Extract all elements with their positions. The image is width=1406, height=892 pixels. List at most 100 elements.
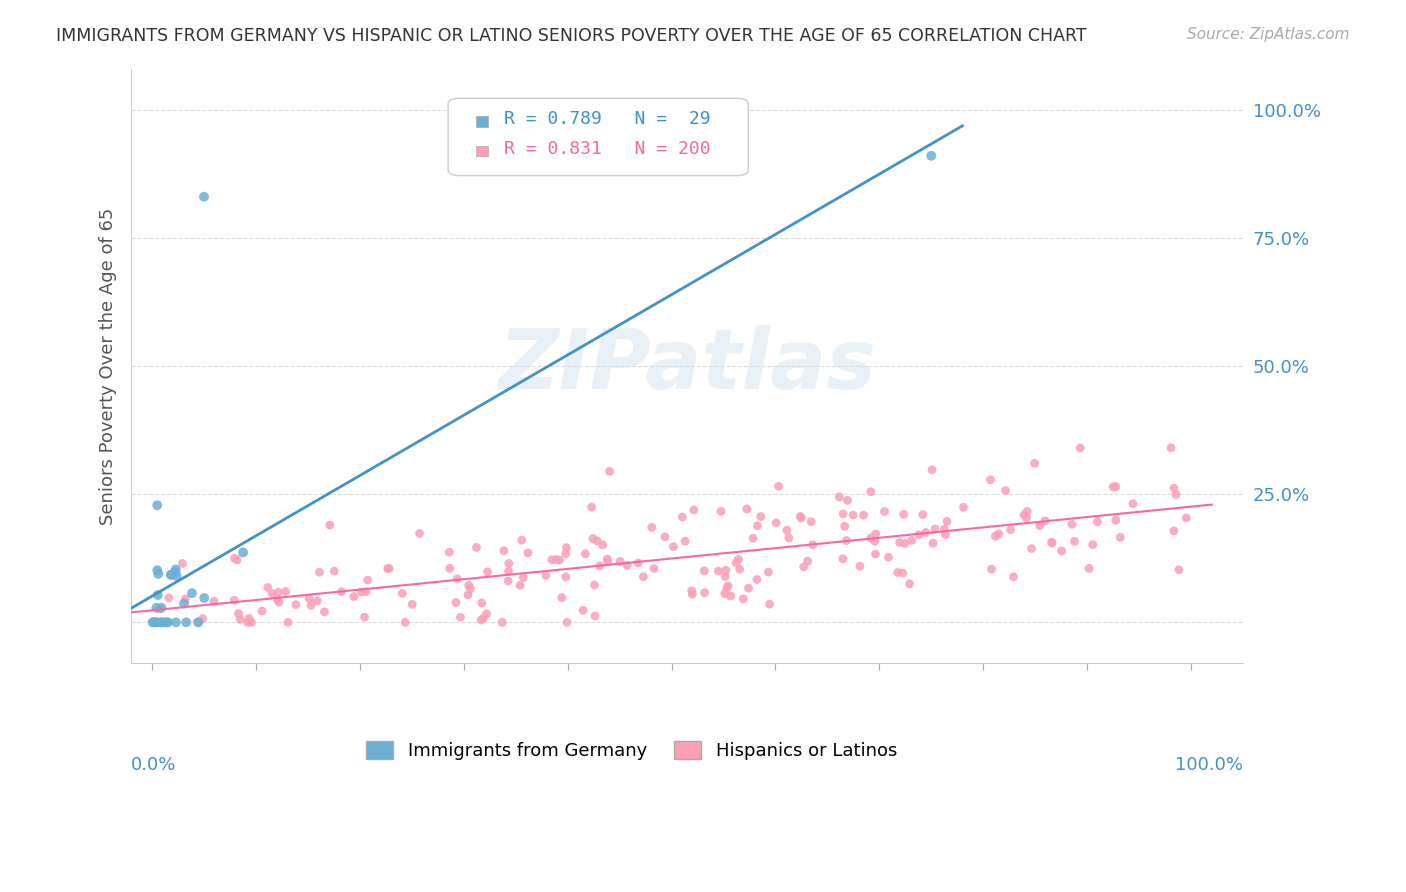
Point (262, 586, 284, 600)
Point (581, 500, 603, 514)
Point (662, 540, 685, 554)
Point (987, 527, 1010, 541)
Point (796, 554, 818, 568)
Point (193, 591, 215, 605)
Point (742, 531, 765, 545)
Point (457, 588, 479, 602)
Point (159, 567, 181, 582)
Point (554, 547, 576, 561)
Point (627, 556, 650, 570)
Point (548, 553, 571, 567)
Point (277, 615, 299, 630)
Point (733, 591, 755, 606)
Point (145, 600, 167, 615)
Point (793, 559, 815, 574)
Point (354, 584, 377, 599)
Point (224, 593, 246, 607)
Point (765, 516, 787, 530)
Point (835, 533, 858, 548)
Point (191, 612, 214, 626)
Point (314, 605, 336, 619)
Point (1109, 530, 1132, 544)
Point (596, 555, 619, 569)
Point (446, 572, 468, 586)
Point (900, 533, 922, 548)
Point (256, 581, 278, 595)
Point (727, 552, 749, 566)
Point (554, 570, 576, 584)
Point (889, 535, 911, 549)
Point (156, 615, 179, 630)
Point (150, 615, 173, 630)
Point (887, 566, 910, 580)
Point (924, 522, 946, 536)
Point (319, 518, 342, 533)
Point (391, 586, 413, 600)
Point (1029, 518, 1052, 533)
Point (745, 573, 768, 587)
Point (907, 527, 929, 541)
Point (153, 615, 176, 630)
Point (492, 543, 515, 558)
Point (717, 579, 740, 593)
Point (1050, 544, 1073, 558)
Point (496, 574, 519, 588)
Point (801, 538, 824, 552)
Point (747, 518, 769, 533)
Point (224, 551, 246, 566)
Point (274, 584, 297, 599)
Point (142, 615, 165, 630)
Point (1102, 480, 1125, 494)
Point (174, 615, 197, 630)
Point (671, 510, 693, 524)
Point (172, 557, 194, 571)
Point (898, 577, 921, 591)
Point (475, 607, 498, 621)
Point (720, 589, 742, 603)
Point (877, 550, 900, 565)
Point (450, 610, 472, 624)
Point (707, 564, 730, 578)
Point (1105, 480, 1128, 494)
Point (512, 571, 534, 585)
Point (307, 594, 329, 608)
Point (714, 586, 737, 600)
Point (465, 541, 488, 555)
Point (551, 591, 574, 605)
Point (1164, 487, 1187, 501)
Point (714, 563, 737, 577)
Point (145, 615, 167, 630)
Point (491, 615, 513, 630)
Point (1060, 517, 1083, 532)
Point (267, 595, 290, 609)
Text: 0.0%: 0.0% (131, 756, 177, 773)
Point (444, 595, 467, 609)
Point (1040, 535, 1063, 549)
Text: ZIPatlas: ZIPatlas (498, 326, 876, 407)
Point (145, 615, 167, 630)
Point (498, 564, 520, 578)
Point (633, 569, 655, 583)
Point (555, 541, 578, 555)
Point (350, 585, 373, 599)
Point (343, 590, 366, 604)
Point (589, 558, 612, 573)
Point (776, 524, 799, 538)
Text: 100.0%: 100.0% (1175, 756, 1243, 773)
Point (228, 607, 250, 621)
Point (1167, 563, 1189, 577)
Point (146, 563, 169, 577)
Point (768, 479, 790, 493)
Point (979, 473, 1001, 487)
Point (229, 612, 252, 626)
Point (1163, 524, 1185, 538)
Point (911, 508, 934, 522)
Point (582, 532, 605, 546)
Point (583, 578, 606, 592)
Text: IMMIGRANTS FROM GERMANY VS HISPANIC OR LATINO SENIORS POVERTY OVER THE AGE OF 65: IMMIGRANTS FROM GERMANY VS HISPANIC OR L… (56, 27, 1087, 45)
Point (142, 615, 165, 630)
Point (1021, 541, 1043, 556)
Point (758, 597, 780, 611)
Point (859, 484, 882, 499)
Point (1160, 441, 1182, 455)
